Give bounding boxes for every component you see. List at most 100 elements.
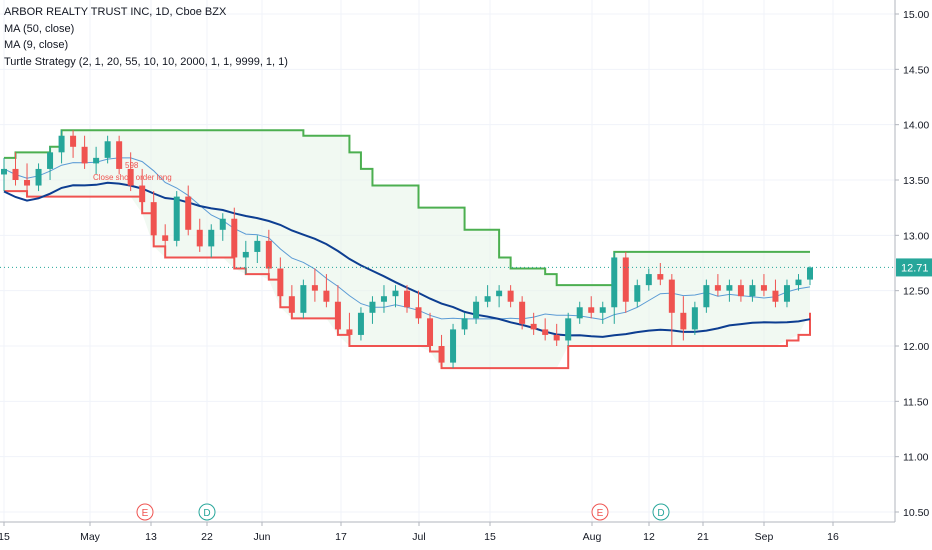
- candle[interactable]: [127, 152, 134, 192]
- candle[interactable]: [760, 274, 767, 297]
- candle[interactable]: [622, 251, 629, 313]
- candle[interactable]: [576, 301, 583, 324]
- candle[interactable]: [173, 191, 180, 247]
- candle[interactable]: [288, 285, 295, 319]
- candle[interactable]: [81, 135, 88, 169]
- candle[interactable]: [139, 168, 146, 214]
- candle-body: [680, 312, 687, 330]
- candle-body: [691, 307, 698, 330]
- candle[interactable]: [461, 312, 468, 335]
- candle-body: [357, 312, 364, 335]
- candle[interactable]: [311, 268, 318, 302]
- event-marker[interactable]: E: [591, 503, 609, 521]
- candle-body: [288, 296, 295, 313]
- x-tick-label: 17: [335, 531, 347, 543]
- candle-body: [173, 196, 180, 241]
- candle[interactable]: [265, 229, 272, 280]
- candle[interactable]: [530, 312, 537, 335]
- candle[interactable]: [657, 263, 664, 286]
- candle[interactable]: [346, 312, 353, 346]
- candle[interactable]: [795, 274, 802, 291]
- candle[interactable]: [12, 152, 19, 186]
- candle[interactable]: [668, 274, 675, 346]
- legend-ma50[interactable]: MA (50, close): [4, 22, 75, 35]
- candle[interactable]: [254, 235, 261, 263]
- candle[interactable]: [496, 285, 503, 308]
- candle[interactable]: [24, 163, 31, 197]
- x-tick-label: 15: [484, 531, 496, 543]
- candle[interactable]: [219, 213, 226, 241]
- candle[interactable]: [484, 285, 491, 308]
- candle[interactable]: [185, 185, 192, 236]
- candle[interactable]: [323, 274, 330, 308]
- candle[interactable]: [519, 296, 526, 330]
- overlay: 12.71 Close short order long 598: [0, 161, 932, 277]
- candle[interactable]: [404, 285, 410, 313]
- candle[interactable]: [208, 224, 215, 258]
- candle[interactable]: [645, 268, 652, 291]
- event-circle: [652, 503, 670, 521]
- candle[interactable]: [507, 285, 514, 308]
- candle[interactable]: [691, 301, 698, 335]
- x-tick-label: 16: [827, 531, 839, 543]
- candle[interactable]: [357, 307, 364, 341]
- x-tick-label: Aug: [583, 531, 602, 543]
- legend-title[interactable]: ARBOR REALTY TRUST INC, 1D, Cboe BZX: [4, 6, 227, 18]
- candle[interactable]: [714, 274, 721, 297]
- candle[interactable]: [277, 257, 284, 308]
- candle[interactable]: [565, 312, 572, 346]
- candle[interactable]: [726, 279, 733, 302]
- event-circle: [591, 503, 609, 521]
- candle[interactable]: [438, 334, 445, 369]
- candle[interactable]: [599, 301, 606, 324]
- event-marker[interactable]: D: [198, 503, 216, 521]
- x-tick-label: May: [80, 531, 101, 543]
- candle[interactable]: [116, 135, 123, 175]
- candle[interactable]: [553, 323, 560, 346]
- candle[interactable]: [70, 130, 77, 158]
- candle[interactable]: [380, 285, 387, 313]
- candle[interactable]: [150, 191, 157, 247]
- candle[interactable]: [807, 266, 813, 286]
- candle[interactable]: [634, 279, 641, 308]
- candle-body: [380, 296, 387, 302]
- candle[interactable]: [104, 135, 111, 164]
- candle[interactable]: [542, 318, 549, 341]
- candle[interactable]: [196, 218, 203, 252]
- candle-body: [726, 285, 733, 291]
- candle[interactable]: [392, 285, 399, 308]
- candle[interactable]: [450, 323, 457, 369]
- candle[interactable]: [47, 146, 54, 180]
- candle[interactable]: [737, 279, 744, 302]
- candle[interactable]: [415, 290, 422, 324]
- candle-body: [196, 229, 203, 247]
- candle[interactable]: [680, 296, 687, 341]
- candle[interactable]: [369, 296, 376, 324]
- legend-turtle[interactable]: Turtle Strategy (2, 1, 20, 55, 10, 10, 2…: [4, 55, 288, 68]
- candle[interactable]: [35, 163, 42, 192]
- event-marker[interactable]: D: [652, 503, 670, 521]
- event-marker[interactable]: E: [136, 503, 154, 521]
- candle[interactable]: [611, 251, 618, 324]
- candle-body: [795, 279, 802, 286]
- candle[interactable]: [783, 279, 790, 308]
- candle[interactable]: [703, 279, 710, 313]
- candle[interactable]: [473, 296, 480, 324]
- candle[interactable]: [749, 279, 756, 302]
- candle-body: [450, 329, 457, 363]
- candle[interactable]: [334, 285, 341, 335]
- legend-ma9[interactable]: MA (9, close): [4, 39, 69, 51]
- candle[interactable]: [588, 296, 595, 319]
- candle[interactable]: [231, 207, 238, 269]
- event-letter: E: [597, 508, 604, 519]
- candle[interactable]: [93, 146, 100, 175]
- candle[interactable]: [772, 279, 779, 308]
- candle[interactable]: [58, 130, 65, 164]
- candle[interactable]: [162, 224, 169, 258]
- candle-body: [749, 285, 756, 297]
- candle[interactable]: [300, 279, 307, 319]
- candle[interactable]: [427, 312, 434, 352]
- candle[interactable]: [1, 157, 7, 192]
- candle[interactable]: [242, 240, 249, 275]
